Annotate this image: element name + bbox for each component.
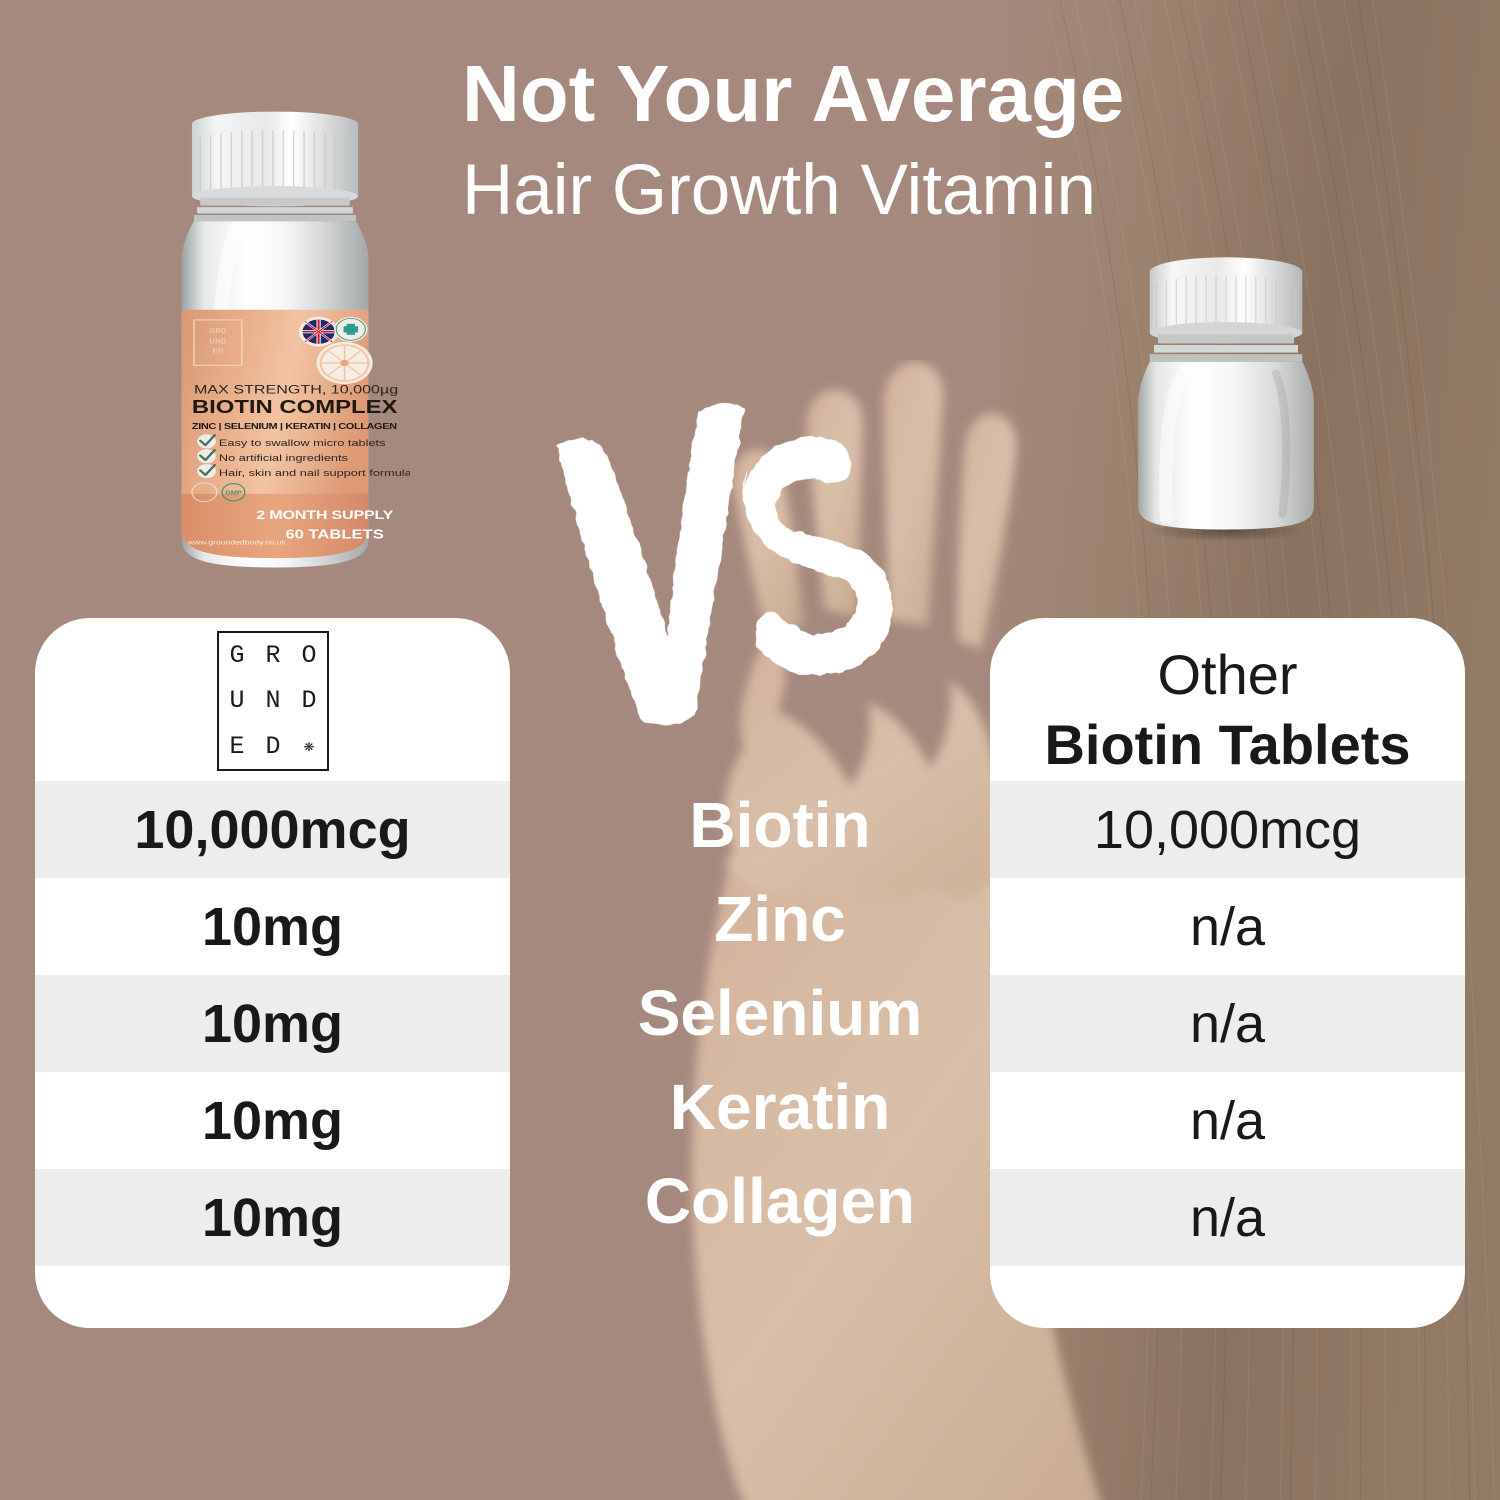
svg-text:MAX STRENGTH, 10,000µg: MAX STRENGTH, 10,000µg xyxy=(194,383,398,397)
svg-text:GMP: GMP xyxy=(225,490,242,496)
svg-text:ED: ED xyxy=(212,349,223,357)
svg-text:60 TABLETS: 60 TABLETS xyxy=(285,528,384,542)
svg-text:Hair, skin and nail support fo: Hair, skin and nail support formula xyxy=(219,468,410,478)
svg-text:Easy to swallow micro tablets: Easy to swallow micro tablets xyxy=(219,438,386,448)
svg-text:GRO: GRO xyxy=(209,328,226,336)
svg-text:www.groundedbody.co.uk: www.groundedbody.co.uk xyxy=(187,539,286,547)
svg-text:ZINC | SELENIUM | KERATIN | CO: ZINC | SELENIUM | KERATIN | COLLAGEN xyxy=(192,422,397,431)
svg-text:BIOTIN COMPLEX: BIOTIN COMPLEX xyxy=(192,398,398,418)
svg-text:UND: UND xyxy=(209,338,226,346)
svg-text:No artificial ingredients: No artificial ingredients xyxy=(219,453,348,463)
svg-text:2 MONTH SUPPLY: 2 MONTH SUPPLY xyxy=(256,509,394,523)
